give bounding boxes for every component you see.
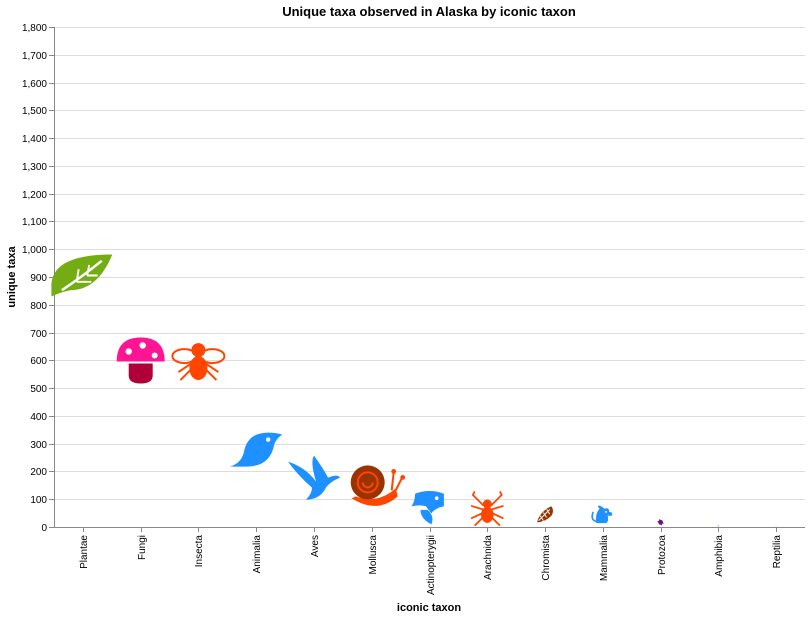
reptile-icon [775, 526, 777, 527]
y-axis-title: unique taxa [6, 246, 18, 308]
protozoa-icon [657, 519, 664, 526]
y-tick-label: 1,500 [22, 106, 47, 117]
seaweed-icon [537, 506, 553, 523]
x-tick-label: Chromista [541, 535, 552, 581]
mushroom-icon [116, 337, 165, 384]
leaf-icon [51, 254, 113, 297]
x-axis-title: iconic taxon [397, 602, 461, 614]
spider-icon [470, 490, 504, 527]
y-tick-label: 900 [30, 273, 47, 284]
fish-icon [411, 491, 444, 525]
y-tick-label: 1,700 [22, 51, 47, 62]
y-tick-label: 1,100 [22, 217, 47, 228]
data-marks [51, 254, 777, 527]
y-tick-label: 1,200 [22, 190, 47, 201]
x-tick-label: Mammalia [599, 535, 610, 582]
y-tick-label: 400 [30, 412, 47, 423]
y-axis: 0 100 200 300 400 500 600 700 800 900 1,000 1,100 1,… [22, 23, 55, 534]
mammal-icon [591, 505, 613, 524]
x-tick-label: Aves [310, 535, 321, 557]
x-tick-label: Insecta [194, 535, 205, 568]
x-axis: Plantae Fungi Insecta Animalia Aves Mollusca A… [54, 527, 805, 595]
x-tick-label: Plantae [79, 535, 90, 569]
y-tick-label: 700 [30, 329, 47, 340]
bird-icon [230, 432, 283, 467]
x-tick-label: Actinopterygii [426, 535, 437, 595]
chart-title: Unique taxa observed in Alaska by iconic… [282, 4, 576, 19]
y-tick-label: 1,000 [22, 245, 47, 256]
y-tick-label: 800 [30, 301, 47, 312]
amphibian-icon [717, 525, 719, 527]
y-tick-label: 1,800 [22, 23, 47, 34]
x-tick-label: Mollusca [368, 535, 379, 575]
y-tick-label: 300 [30, 440, 47, 451]
y-tick-label: 100 [30, 495, 47, 506]
y-tick-label: 200 [30, 467, 47, 478]
x-tick-label: Animalia [252, 535, 263, 574]
y-tick-label: 1,400 [22, 134, 47, 145]
y-tick-label: 1,600 [22, 79, 47, 90]
y-tick-label: 500 [30, 384, 47, 395]
x-tick-label: Reptilia [772, 535, 783, 569]
gridlines [54, 27, 805, 528]
flying-bird-icon [288, 455, 340, 500]
y-tick-label: 0 [41, 523, 47, 534]
x-tick-label: Fungi [137, 535, 148, 560]
snail-icon [350, 465, 406, 506]
y-tick-label: 600 [30, 356, 47, 367]
x-tick-label: Arachnida [483, 535, 494, 580]
y-tick-label: 1,300 [22, 162, 47, 173]
x-tick-label: Protozoa [657, 535, 668, 575]
x-tick-label: Amphibia [714, 535, 725, 577]
insect-icon [171, 343, 226, 381]
